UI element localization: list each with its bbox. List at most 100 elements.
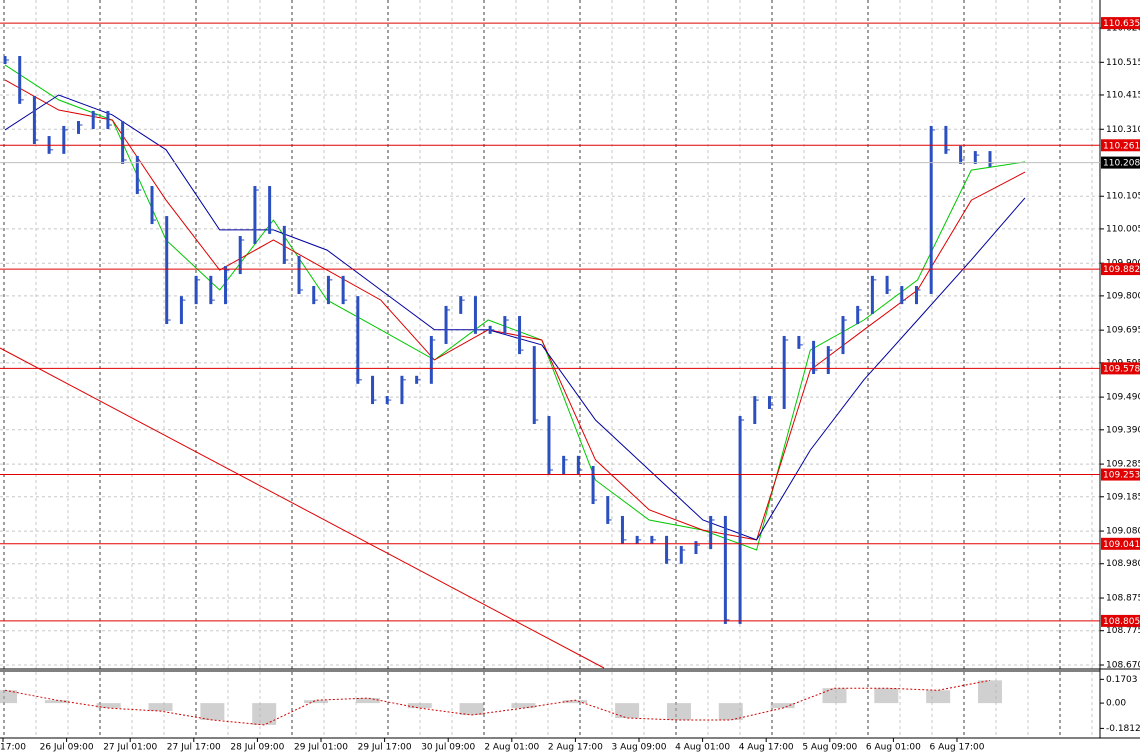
price-bar <box>709 515 713 550</box>
y-tick-label: 108.875 <box>1106 594 1140 604</box>
price-bar <box>547 416 551 474</box>
y-tick-label: 108.980 <box>1106 559 1140 569</box>
x-tick-label: 5 Aug 09:00 <box>802 743 857 753</box>
x-tick-label: 2 Aug 17:00 <box>548 743 603 753</box>
price-bar <box>797 335 801 349</box>
y-tick-label: 110.105 <box>1106 192 1140 202</box>
price-bar <box>224 266 228 305</box>
level-label: 110.635 <box>1103 19 1140 29</box>
price-bar <box>326 275 330 305</box>
osc-bar <box>200 703 225 720</box>
moving-average <box>4 94 1026 541</box>
moving-average <box>4 64 1026 551</box>
y-tick-label: 110.310 <box>1106 125 1140 135</box>
price-bar <box>297 255 301 294</box>
price-bar <box>959 145 963 164</box>
osc-bar <box>0 690 17 704</box>
price-bar <box>150 186 154 225</box>
y-tick-label: 109.695 <box>1106 326 1140 336</box>
osc-bar <box>666 703 691 720</box>
osc-tick-label: 0.1703 <box>1106 675 1138 685</box>
price-bar <box>62 125 66 154</box>
x-tick-label: 27 Jul 01:00 <box>103 743 157 753</box>
x-tick-label: 4 Aug 01:00 <box>675 743 730 753</box>
price-bar <box>900 285 904 305</box>
price-bar <box>32 95 36 145</box>
osc-bar <box>459 703 484 715</box>
osc-bar <box>355 698 380 704</box>
grid <box>0 0 1100 738</box>
osc-tick-label: -0.1812 <box>1106 724 1140 734</box>
price-bar <box>209 275 213 305</box>
price-bar <box>91 110 95 130</box>
x-tick-label: 28 Jul 09:00 <box>230 743 284 753</box>
price-bar <box>694 541 698 555</box>
price-bar <box>738 416 742 624</box>
x-tick-label: 26 Jul 09:00 <box>40 743 94 753</box>
osc-bar <box>252 703 277 725</box>
trend-line <box>0 347 605 669</box>
price-bar <box>238 236 242 275</box>
level-label-box <box>1101 17 1140 30</box>
y-tick-label: 109.490 <box>1106 393 1140 403</box>
price-bar <box>753 396 757 424</box>
price-bar <box>194 275 198 305</box>
price-bar <box>121 121 125 164</box>
osc-bar <box>978 680 1002 704</box>
y-tick-label: 109.390 <box>1106 425 1140 435</box>
price-bar <box>665 535 669 564</box>
price-bar <box>944 125 948 154</box>
osc-bar <box>563 700 588 704</box>
price-bar <box>988 151 992 167</box>
x-tick-label: 3 Aug 09:00 <box>612 743 667 753</box>
price-bar <box>312 285 316 305</box>
price-bar <box>870 275 874 314</box>
y-tick-label: 109.080 <box>1106 527 1140 537</box>
osc-bar <box>407 703 432 709</box>
x-tick-label: 29 Jul 17:00 <box>358 743 412 753</box>
osc-bar <box>304 700 329 704</box>
level-label-box <box>1101 468 1140 481</box>
level-label: 108.805 <box>1103 617 1140 627</box>
x-tick-label: 30 Jul 09:00 <box>421 743 475 753</box>
price-bar <box>856 305 860 325</box>
price-bar <box>444 305 448 344</box>
y-tick-label: 108.775 <box>1106 626 1140 636</box>
y-tick-label: 110.005 <box>1106 224 1140 234</box>
price-bar <box>400 375 404 405</box>
price-bar <box>812 340 816 375</box>
x-tick-label: 29 Jul 01:00 <box>294 743 348 753</box>
price-bar <box>282 225 286 264</box>
level-label: 109.253 <box>1103 471 1140 481</box>
price-bar <box>459 296 463 314</box>
level-label-box <box>1101 139 1140 152</box>
level-label: 109.578 <box>1103 364 1140 374</box>
price-bar <box>782 335 786 409</box>
price-bar <box>841 316 845 355</box>
osc-bar <box>926 690 951 704</box>
level-label-box <box>1101 614 1140 627</box>
level-label-box <box>1101 362 1140 375</box>
current-price-box <box>1101 156 1140 169</box>
osc-bar <box>718 703 743 720</box>
osc-bar <box>822 688 847 704</box>
price-bar <box>532 346 536 424</box>
y-tick-label: 108.670 <box>1106 661 1140 671</box>
price-bar <box>606 496 610 524</box>
level-label: 109.041 <box>1103 540 1140 550</box>
price-bar <box>518 316 522 355</box>
x-tick-label: 4 Aug 17:00 <box>739 743 794 753</box>
price-bar <box>503 316 507 334</box>
y-tick-label: 110.415 <box>1106 90 1140 100</box>
price-bar <box>679 546 683 564</box>
price-bar <box>767 396 771 409</box>
price-bar <box>371 375 375 405</box>
price-bar <box>356 296 360 384</box>
moving-average <box>4 79 1026 541</box>
osc-bar <box>148 703 173 712</box>
price-bar <box>885 275 889 294</box>
osc-bar <box>615 703 640 719</box>
x-tick-label: 6 Aug 01:00 <box>866 743 921 753</box>
